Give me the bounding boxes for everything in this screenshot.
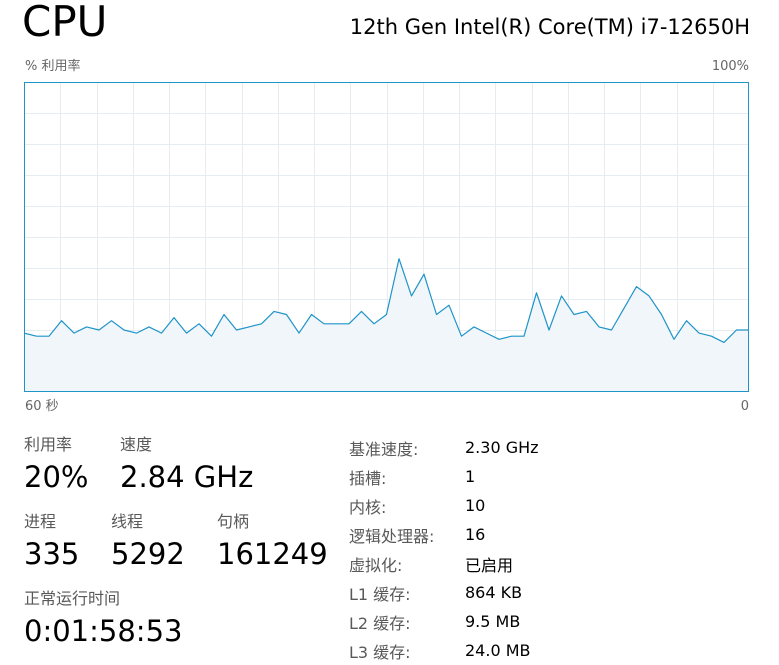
cpu-utilization-graph [24, 82, 749, 392]
info-key: 虚拟化: [349, 555, 403, 575]
info-value: 2.30 GHz [465, 438, 539, 457]
y-axis-max-label: 100% [711, 59, 749, 74]
cpu-utilization-chart-svg [24, 82, 749, 392]
cpu-title: CPU [22, 0, 108, 46]
info-row-l2-cache: L2 缓存: 9.5 MB [349, 607, 539, 636]
cpu-model-name: 12th Gen Intel(R) Core(TM) i7-12650H [349, 15, 750, 39]
speed-label: 速度 [120, 435, 153, 454]
info-row-l1-cache: L1 缓存: 864 KB [349, 578, 539, 607]
info-value: 864 KB [465, 583, 523, 602]
threads-label: 线程 [111, 512, 144, 531]
threads-value: 5292 [111, 537, 185, 571]
x-axis-start-label: 60 秒 [25, 399, 59, 414]
info-key: L3 缓存: [349, 642, 411, 662]
info-row-l3-cache: L3 缓存: 24.0 MB [349, 636, 539, 665]
info-key: L1 缓存: [349, 584, 411, 604]
info-row-logical-processors: 逻辑处理器: 16 [349, 520, 539, 549]
handles-value: 161249 [217, 537, 328, 571]
info-value: 10 [465, 496, 486, 515]
speed-value: 2.84 GHz [120, 460, 254, 494]
utilization-value: 20% [24, 460, 89, 494]
cpu-utilization-line [24, 258, 749, 343]
uptime-label: 正常运行时间 [24, 589, 121, 608]
info-row-base-speed: 基准速度: 2.30 GHz [349, 433, 539, 462]
info-row-virtualization: 虚拟化: 已启用 [349, 549, 539, 578]
y-axis-label: % 利用率 [25, 59, 81, 74]
info-value: 1 [465, 467, 476, 486]
processes-value: 335 [24, 537, 80, 571]
info-value: 已启用 [465, 555, 514, 575]
handles-label: 句柄 [217, 512, 250, 531]
x-axis-end-label: 0 [740, 399, 749, 414]
info-row-sockets: 插槽: 1 [349, 462, 539, 491]
info-row-cores: 内核: 10 [349, 491, 539, 520]
processes-label: 进程 [24, 512, 57, 531]
chart-border [24, 82, 749, 392]
utilization-label: 利用率 [24, 435, 73, 454]
info-key: 插槽: [349, 468, 387, 488]
info-value: 9.5 MB [465, 612, 521, 631]
uptime-value: 0:01:58:53 [24, 614, 183, 648]
info-key: L2 缓存: [349, 613, 411, 633]
cpu-info-table: 基准速度: 2.30 GHz 插槽: 1 内核: 10 逻辑处理器: 16 虚拟… [349, 433, 539, 665]
info-key: 基准速度: [349, 439, 419, 459]
info-key: 内核: [349, 497, 387, 517]
info-key: 逻辑处理器: [349, 526, 435, 546]
info-value: 16 [465, 525, 486, 544]
info-value: 24.0 MB [465, 641, 531, 660]
cpu-utilization-area [24, 258, 749, 392]
